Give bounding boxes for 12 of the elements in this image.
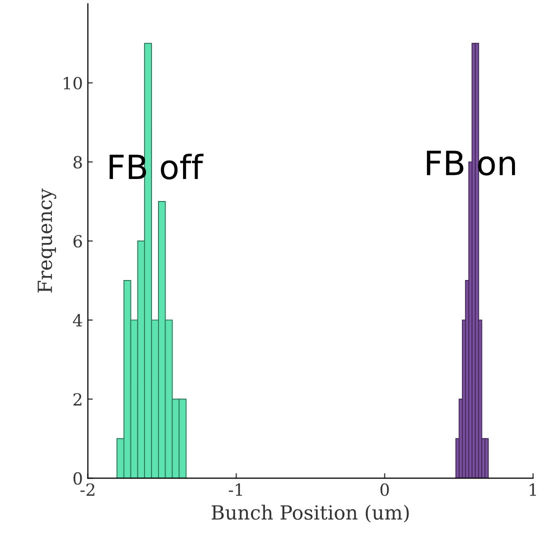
y-tick-label: 10 [64,76,82,90]
x-tick-label: -1 [228,483,242,496]
x-tick-label: -2 [80,483,94,496]
y-tick-label: 6 [74,234,82,248]
y-axis-title: Frequency [38,188,56,293]
x-tick-label: 0 [380,483,389,496]
y-tick-label: 0 [73,472,82,485]
x-axis-title: Bunch Position (um) [212,504,409,523]
y-tick-label: 4 [72,314,82,326]
x-tick-label: 1 [530,483,536,496]
y-tick-label: 8 [74,156,82,168]
y-tick-label: 2 [74,393,82,406]
